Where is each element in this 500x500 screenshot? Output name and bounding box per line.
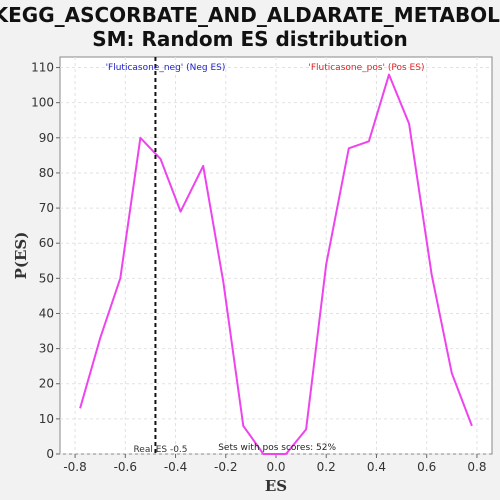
chart-title-line2: SM: Random ES distribution xyxy=(92,27,408,51)
real-es-label: Real ES -0.5 xyxy=(133,445,187,455)
chart-title-line1: KEGG_ASCORBATE_AND_ALDARATE_METABOLI xyxy=(0,3,500,27)
x-tick-label: -0.2 xyxy=(214,460,237,474)
x-tick-label: 0.8 xyxy=(467,460,486,474)
y-tick-label: 10 xyxy=(39,412,54,426)
x-tick-label: -0.6 xyxy=(114,460,137,474)
y-tick-label: 100 xyxy=(31,96,54,110)
series-line xyxy=(79,73,473,455)
pos-es-label: 'Fluticasone_pos' (Pos ES) xyxy=(308,63,424,73)
x-tick-label: 0.2 xyxy=(317,460,336,474)
y-tick-label: 70 xyxy=(39,201,54,215)
y-tick-label: 110 xyxy=(31,61,54,75)
y-tick-label: 60 xyxy=(39,236,54,250)
x-tick-label: -0.8 xyxy=(63,460,86,474)
x-tick-label: 0.6 xyxy=(417,460,436,474)
x-tick-label: 0.0 xyxy=(266,460,285,474)
y-tick-label: 30 xyxy=(39,342,54,356)
x-axis-label: ES xyxy=(265,477,287,495)
y-tick-label: 90 xyxy=(39,131,54,145)
series-layer xyxy=(79,73,473,455)
x-tick-label: -0.4 xyxy=(164,460,187,474)
y-tick-label: 40 xyxy=(39,306,54,320)
y-tick-label: 50 xyxy=(39,271,54,285)
x-tick-label: 0.4 xyxy=(367,460,386,474)
neg-es-label: 'Fluticasone_neg' (Neg ES) xyxy=(106,63,226,73)
y-tick-label: 0 xyxy=(46,447,54,461)
y-tick-label: 20 xyxy=(39,377,54,391)
grid xyxy=(60,57,492,455)
y-tick-label: 80 xyxy=(39,166,54,180)
sets-pos-label: Sets with pos scores: 52% xyxy=(218,443,336,453)
y-axis-label: P(ES) xyxy=(12,232,30,280)
axis-ticks: -0.8 -0.6 -0.4 -0.2 0.0 0.2 0.4 0.6 0.8 0 10 20 30 40… xyxy=(31,61,486,474)
